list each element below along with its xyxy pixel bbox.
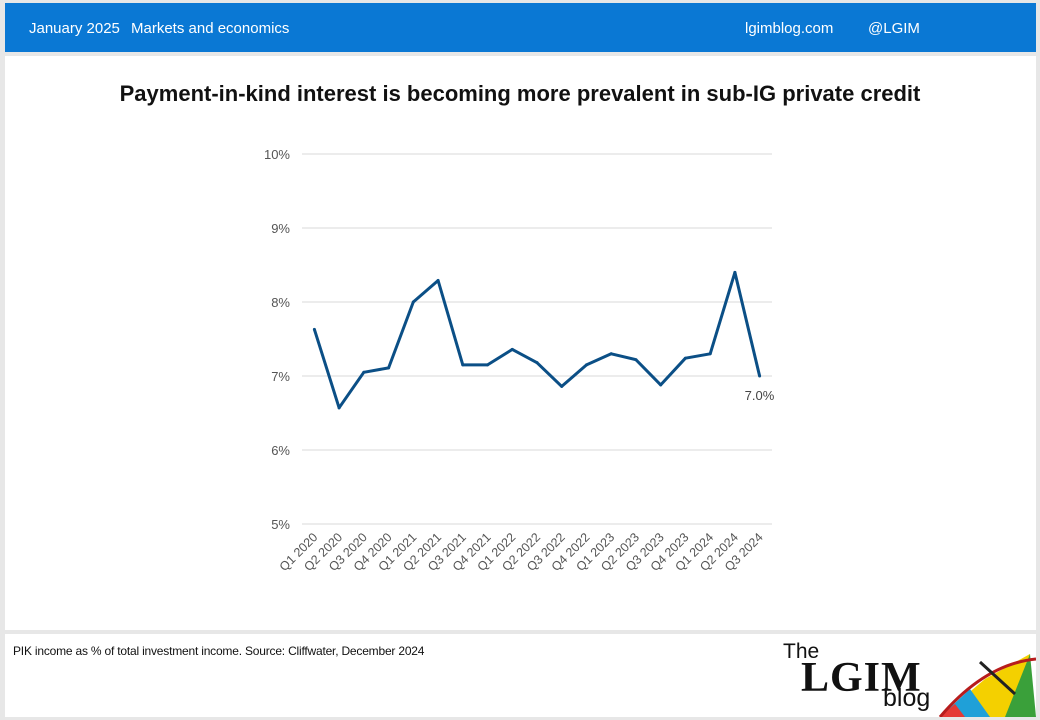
data-point [659,383,663,387]
chart-title: Payment-in-kind interest is becoming mor… [119,81,921,106]
lgim-blog-logo[interactable]: The LGIM blog [775,634,1036,717]
data-point [337,406,341,410]
data-point [362,370,366,374]
header-website-link[interactable]: lgimblog.com [745,20,834,37]
logo-the: The [783,640,820,663]
data-point [436,279,440,283]
data-point [634,358,638,362]
data-point [708,352,712,356]
data-point [510,347,514,351]
data-point [312,327,316,331]
data-point [584,363,588,367]
logo-lgim: LGIM [801,655,922,701]
header-date: January 2025 [29,20,120,37]
header-social-link[interactable]: @LGIM [868,20,920,37]
y-tick-label: 6% [271,443,290,458]
data-point [733,270,737,274]
y-tick-label: 5% [271,517,290,532]
header-bar: January 2025 Markets and economics lgimb… [5,3,1036,52]
data-point [560,384,564,388]
data-point [758,374,762,378]
data-point [387,366,391,370]
y-tick-label: 7% [271,369,290,384]
header-category-link[interactable]: Markets and economics [131,20,290,37]
chart-panel: Payment-in-kind interest is becoming mor… [5,56,1036,630]
logo-blog: blog [883,684,931,712]
data-point [535,361,539,365]
data-point [411,300,415,304]
y-tick-label: 9% [271,221,290,236]
data-point [683,356,687,360]
data-point [461,363,465,367]
y-tick-label: 8% [271,295,290,310]
data-label: 7.0% [745,388,775,403]
footer: PIK income as % of total investment inco… [5,634,1036,717]
series-line [312,270,762,410]
y-tick-label: 10% [264,147,290,162]
data-point [486,363,490,367]
source-note: PIK income as % of total investment inco… [13,644,425,658]
data-point [609,352,613,356]
umbrella-icon [938,654,1036,717]
